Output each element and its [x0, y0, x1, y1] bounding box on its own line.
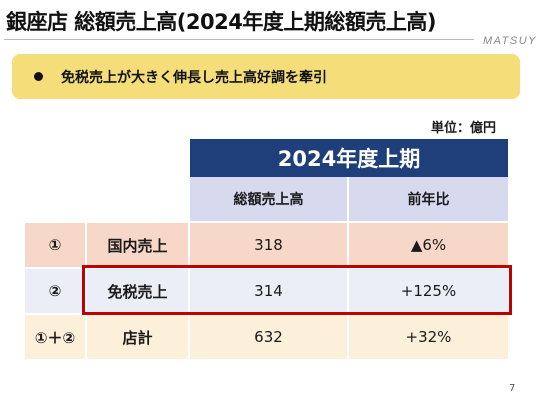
- slide-title: 銀座店 総額売上高(2024年度上期総額売上高): [6, 10, 436, 34]
- row-label: 国内売上: [87, 223, 188, 267]
- yoy-value: ▲6%: [349, 223, 508, 267]
- period-header: 2024年度上期: [190, 139, 508, 177]
- matsuya-logo: MATSUYA: [483, 35, 536, 47]
- sales-value: 632: [190, 315, 347, 359]
- sales-value: 318: [190, 223, 347, 267]
- row-index: ①: [25, 223, 85, 267]
- column-header-yoy: 前年比: [349, 177, 508, 221]
- key-point-callout: 免税売上が大きく伸長し売上高好調を牽引: [12, 54, 520, 99]
- yoy-value: +125%: [349, 269, 508, 313]
- column-header-sales: 総額売上高: [190, 177, 347, 221]
- callout-text: 免税売上が大きく伸長し売上高好調を牽引: [61, 69, 327, 86]
- row-index: ②: [25, 269, 85, 313]
- sales-value: 314: [190, 269, 347, 313]
- row-label: 免税売上: [87, 269, 188, 313]
- title-divider: [4, 39, 474, 40]
- bullet-icon: [34, 72, 43, 81]
- yoy-value: +32%: [349, 315, 508, 359]
- highlight-box: [82, 265, 512, 315]
- row-label: 店計: [87, 315, 188, 359]
- row-index: ①＋②: [25, 315, 85, 359]
- page-number: 7: [509, 383, 516, 394]
- unit-label: 単位：億円: [431, 121, 497, 136]
